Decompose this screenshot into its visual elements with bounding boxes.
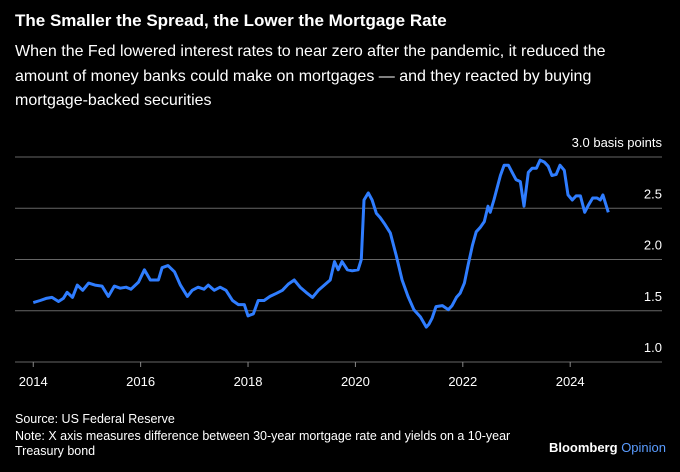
series-line [32,158,610,329]
y-tick-label: 1.0 [644,340,662,355]
y-tick-label: 2.5 [644,186,662,201]
y-tick-label: 3.0 basis points [572,135,663,150]
brand-section: Opinion [621,440,666,455]
x-tick-label: 2016 [126,374,155,389]
brand-name: Bloomberg [548,440,618,455]
source: Source: US Federal Reserve [15,412,175,426]
x-tick-label: 2022 [448,374,477,389]
x-tick-label: 2018 [234,374,263,389]
chart-title: The Smaller the Spread, the Lower the Mo… [15,11,447,30]
y-tick-label: 1.5 [644,289,662,304]
x-tick-label: 2014 [19,374,48,389]
y-tick-label: 2.0 [644,238,662,253]
brand: Bloomberg Opinion [549,440,666,455]
note: Note: X axis measures difference between… [15,429,511,458]
x-tick-label: 2020 [341,374,370,389]
chart-subtitle: When the Fed lowered interest rates to n… [15,43,606,109]
x-tick-label: 2024 [556,374,585,389]
